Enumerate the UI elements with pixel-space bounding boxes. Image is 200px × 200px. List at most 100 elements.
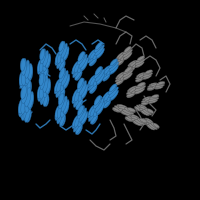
Ellipse shape <box>94 42 103 53</box>
Ellipse shape <box>37 59 43 72</box>
Ellipse shape <box>77 105 84 115</box>
Ellipse shape <box>135 77 145 81</box>
Ellipse shape <box>131 119 141 124</box>
Ellipse shape <box>43 50 49 67</box>
Ellipse shape <box>72 116 79 129</box>
Ellipse shape <box>116 53 124 60</box>
Ellipse shape <box>43 90 48 107</box>
Ellipse shape <box>136 105 145 111</box>
Ellipse shape <box>74 59 82 73</box>
Ellipse shape <box>115 74 125 82</box>
Ellipse shape <box>19 71 24 86</box>
Ellipse shape <box>96 75 104 85</box>
Ellipse shape <box>26 109 31 122</box>
Ellipse shape <box>96 50 104 59</box>
Ellipse shape <box>135 83 146 89</box>
Ellipse shape <box>79 54 87 68</box>
Ellipse shape <box>109 87 118 98</box>
Ellipse shape <box>143 73 153 77</box>
Ellipse shape <box>88 105 95 116</box>
Ellipse shape <box>79 108 87 122</box>
Ellipse shape <box>39 61 45 78</box>
Ellipse shape <box>81 60 88 71</box>
Ellipse shape <box>127 63 137 69</box>
Ellipse shape <box>28 94 34 109</box>
Ellipse shape <box>119 105 128 109</box>
Ellipse shape <box>149 83 157 86</box>
Ellipse shape <box>143 71 153 75</box>
Ellipse shape <box>147 124 155 130</box>
Ellipse shape <box>131 116 141 121</box>
Ellipse shape <box>88 75 96 85</box>
Ellipse shape <box>57 49 63 64</box>
Ellipse shape <box>116 73 124 79</box>
Ellipse shape <box>73 118 81 132</box>
Ellipse shape <box>63 47 69 60</box>
Ellipse shape <box>138 72 146 76</box>
Ellipse shape <box>63 99 69 113</box>
Ellipse shape <box>128 67 135 72</box>
Ellipse shape <box>58 85 65 100</box>
Ellipse shape <box>45 54 51 68</box>
Ellipse shape <box>134 107 141 111</box>
Ellipse shape <box>141 119 149 126</box>
Ellipse shape <box>73 64 81 78</box>
Ellipse shape <box>27 63 33 79</box>
Ellipse shape <box>127 93 135 98</box>
Ellipse shape <box>28 91 34 108</box>
Ellipse shape <box>152 85 161 88</box>
Ellipse shape <box>145 108 153 114</box>
Ellipse shape <box>72 89 79 101</box>
Ellipse shape <box>90 111 98 124</box>
Ellipse shape <box>114 105 126 111</box>
Ellipse shape <box>135 88 145 94</box>
Ellipse shape <box>55 52 61 65</box>
Ellipse shape <box>95 98 104 112</box>
Ellipse shape <box>76 71 82 81</box>
Ellipse shape <box>134 89 143 94</box>
Ellipse shape <box>22 86 28 104</box>
Ellipse shape <box>123 68 132 75</box>
Ellipse shape <box>73 92 81 107</box>
Ellipse shape <box>90 85 97 94</box>
Ellipse shape <box>20 58 25 71</box>
Ellipse shape <box>110 59 117 66</box>
Ellipse shape <box>132 62 142 68</box>
Ellipse shape <box>90 74 99 86</box>
Ellipse shape <box>81 87 88 99</box>
Ellipse shape <box>141 111 149 116</box>
Ellipse shape <box>124 73 132 79</box>
Ellipse shape <box>94 95 101 105</box>
Ellipse shape <box>127 108 136 112</box>
Ellipse shape <box>97 73 105 84</box>
Ellipse shape <box>56 82 63 98</box>
Ellipse shape <box>116 77 125 84</box>
Ellipse shape <box>40 49 45 60</box>
Ellipse shape <box>72 90 79 104</box>
Ellipse shape <box>127 86 137 92</box>
Ellipse shape <box>87 106 95 118</box>
Ellipse shape <box>125 116 135 122</box>
Ellipse shape <box>124 67 132 73</box>
Ellipse shape <box>109 62 119 72</box>
Ellipse shape <box>146 119 153 124</box>
Ellipse shape <box>112 108 121 112</box>
Ellipse shape <box>18 99 24 114</box>
Ellipse shape <box>94 96 102 109</box>
Ellipse shape <box>103 66 110 73</box>
Ellipse shape <box>88 52 97 63</box>
Ellipse shape <box>95 45 104 56</box>
Ellipse shape <box>135 106 143 112</box>
Ellipse shape <box>109 59 118 68</box>
Ellipse shape <box>141 101 150 105</box>
Ellipse shape <box>130 114 139 119</box>
Ellipse shape <box>149 123 157 130</box>
Ellipse shape <box>117 60 124 66</box>
Ellipse shape <box>43 75 48 92</box>
Ellipse shape <box>59 41 65 55</box>
Ellipse shape <box>63 102 69 115</box>
Ellipse shape <box>22 74 27 92</box>
Ellipse shape <box>77 78 83 89</box>
Ellipse shape <box>94 67 103 78</box>
Ellipse shape <box>57 103 63 118</box>
